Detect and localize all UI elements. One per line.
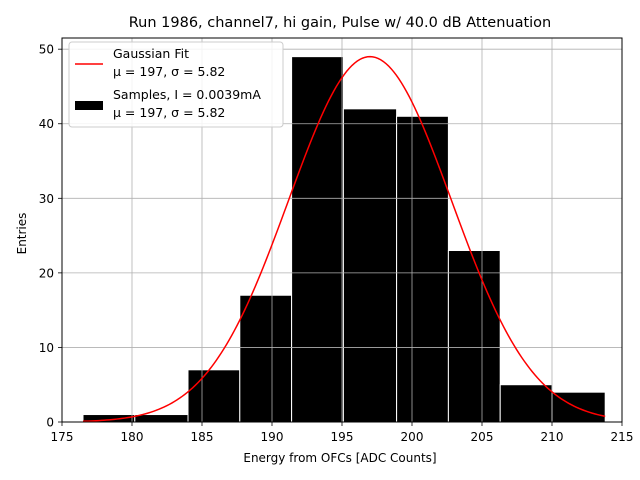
legend-fit-label: Gaussian Fit <box>113 46 189 61</box>
y-tick-label: 10 <box>39 341 54 355</box>
gaussian-fit-curve <box>82 55 606 423</box>
legend-samples-stats: μ = 197, σ = 5.82 <box>113 105 225 120</box>
x-tick-label: 190 <box>261 430 284 444</box>
histogram-bar <box>499 384 553 423</box>
x-tick-label: 210 <box>541 430 564 444</box>
legend-samples-label: Samples, I = 0.0039mA <box>113 87 261 102</box>
y-tick-label: 40 <box>39 117 54 131</box>
x-tick-label: 200 <box>401 430 424 444</box>
histogram-bar <box>239 294 293 423</box>
y-axis-label: Entries <box>15 213 29 255</box>
x-axis-label: Energy from OFCs [ADC Counts] <box>243 451 436 465</box>
legend-fit-stats: μ = 197, σ = 5.82 <box>113 64 225 79</box>
histogram-bar <box>291 56 344 423</box>
histogram-bar <box>447 250 501 423</box>
y-tick-label: 50 <box>39 43 54 57</box>
y-tick-label: 20 <box>39 266 54 280</box>
histogram-bar <box>551 391 606 423</box>
histogram-bar <box>134 414 189 423</box>
y-tick-label: 30 <box>39 192 54 206</box>
legend: Gaussian Fit μ = 197, σ = 5.82 Samples, … <box>68 41 284 128</box>
histogram-bar <box>396 115 449 423</box>
x-tick-label: 195 <box>331 430 354 444</box>
x-tick-label: 185 <box>191 430 214 444</box>
histogram-bar <box>342 108 398 423</box>
y-tick-label: 0 <box>46 416 54 430</box>
x-tick-label: 180 <box>121 430 144 444</box>
legend-samples-swatch <box>75 101 103 110</box>
legend-box <box>68 41 284 128</box>
histogram-bar <box>187 369 241 423</box>
x-tick-label: 215 <box>611 430 634 444</box>
x-tick-label: 205 <box>471 430 494 444</box>
x-tick-label: 175 <box>51 430 74 444</box>
ticks-layer: 175 180 185 190 195 200 205 210 215 0 10 20 30 40 50 <box>39 43 634 444</box>
chart-title: Run 1986, channel7, hi gain, Pulse w/ 40… <box>129 15 552 31</box>
